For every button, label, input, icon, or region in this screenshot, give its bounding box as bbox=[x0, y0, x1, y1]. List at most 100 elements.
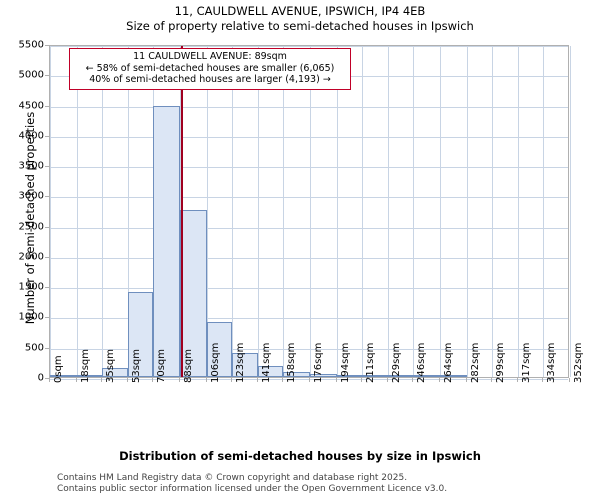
x-axis-tick-label: 264sqm bbox=[443, 342, 454, 383]
gridline-horizontal bbox=[50, 106, 568, 108]
x-axis-tick-label: 18sqm bbox=[79, 348, 91, 383]
x-axis-tick-label: 352sqm bbox=[573, 342, 584, 383]
gridline-vertical bbox=[413, 46, 415, 377]
bar bbox=[310, 373, 337, 377]
annotation-line-3: 40% of semi-detached houses are larger (… bbox=[89, 74, 331, 85]
gridline-vertical bbox=[361, 46, 363, 377]
gridline-vertical bbox=[466, 46, 468, 377]
x-axis-tick-mark bbox=[439, 378, 440, 382]
gridline-vertical bbox=[283, 46, 285, 377]
x-axis-tick-label: 70sqm bbox=[156, 348, 168, 383]
bar bbox=[388, 375, 414, 377]
y-axis-tick-label: 2000 bbox=[18, 251, 44, 263]
gridline-horizontal bbox=[50, 167, 568, 169]
gridline-vertical bbox=[310, 46, 311, 377]
y-axis-tick-label: 4000 bbox=[18, 130, 44, 142]
x-axis-tick-label: 141sqm bbox=[261, 342, 273, 383]
bar bbox=[76, 375, 102, 377]
gridline-horizontal bbox=[50, 257, 568, 259]
gridline-vertical bbox=[491, 46, 493, 377]
bar bbox=[180, 209, 207, 377]
y-axis-tick-mark bbox=[45, 256, 49, 258]
y-axis-tick-mark bbox=[45, 45, 49, 46]
gridline-vertical bbox=[388, 46, 390, 377]
gridline-horizontal bbox=[50, 227, 568, 229]
x-axis-tick-label: 211sqm bbox=[364, 342, 376, 383]
x-axis-tick-label: 317sqm bbox=[521, 342, 533, 383]
chart-title: 11, CAULDWELL AVENUE, IPSWICH, IP4 4EB bbox=[174, 4, 426, 18]
x-axis-tick-mark bbox=[387, 378, 389, 382]
gridline-vertical bbox=[101, 46, 103, 377]
gridline-horizontal bbox=[50, 348, 568, 350]
x-axis-tick-label: 246sqm bbox=[416, 342, 428, 383]
x-axis-title: Distribution of semi-detached houses by … bbox=[119, 449, 481, 463]
x-axis-tick-label: 0sqm bbox=[53, 355, 64, 383]
gridline-vertical bbox=[570, 46, 571, 377]
bar bbox=[283, 371, 310, 377]
bar bbox=[361, 375, 389, 377]
footer-line-2: Contains public sector information licen… bbox=[57, 484, 448, 494]
y-axis-tick-label: 1000 bbox=[18, 311, 44, 323]
gridline-horizontal bbox=[50, 197, 568, 199]
x-axis-tick-label: 176sqm bbox=[313, 342, 324, 383]
x-axis-tick-label: 158sqm bbox=[286, 342, 298, 383]
gridline-vertical bbox=[76, 46, 78, 377]
y-axis-tick-label: 2500 bbox=[18, 221, 44, 233]
x-axis-tick-mark bbox=[465, 378, 467, 382]
plot-area bbox=[49, 45, 571, 380]
bar bbox=[50, 375, 77, 377]
x-axis-tick-mark bbox=[127, 378, 129, 382]
x-axis-tick-mark bbox=[542, 378, 544, 382]
y-axis-tick-mark bbox=[45, 105, 49, 107]
y-axis-tick-label: 5000 bbox=[18, 69, 44, 81]
y-axis-tick-mark bbox=[45, 287, 49, 289]
annotation-line-1: 11 CAULDWELL AVENUE: 89sqm bbox=[133, 51, 287, 62]
x-axis-tick-mark bbox=[75, 378, 77, 382]
y-axis-tick-mark bbox=[45, 196, 49, 198]
x-axis-tick-mark bbox=[230, 378, 232, 382]
y-axis-tick-label: 0 bbox=[37, 372, 44, 384]
x-axis-tick-mark bbox=[257, 378, 259, 382]
x-axis-tick-label: 88sqm bbox=[183, 348, 194, 383]
y-axis-tick-label: 3500 bbox=[18, 160, 44, 172]
x-axis-tick-mark bbox=[490, 378, 492, 382]
x-axis-tick-label: 106sqm bbox=[209, 342, 221, 383]
gridline-vertical bbox=[258, 46, 260, 377]
y-axis-tick-label: 4500 bbox=[18, 100, 44, 112]
y-axis-tick-label: 3000 bbox=[18, 190, 44, 202]
gridline-horizontal bbox=[50, 288, 568, 290]
chart-subtitle: Size of property relative to semi-detach… bbox=[126, 19, 474, 33]
y-axis-tick-mark bbox=[45, 378, 49, 379]
x-axis-tick-mark bbox=[49, 378, 50, 382]
x-axis-tick-mark bbox=[569, 378, 570, 382]
annotation-line-2: ← 58% of semi-detached houses are smalle… bbox=[85, 62, 335, 74]
bar bbox=[101, 367, 129, 377]
gridline-vertical bbox=[50, 46, 51, 377]
bar-series bbox=[50, 46, 568, 377]
gridline-vertical bbox=[440, 46, 441, 377]
y-axis-tick-mark bbox=[45, 135, 49, 137]
x-axis-tick-label: 194sqm bbox=[339, 342, 351, 383]
footer-line-1: Contains HM Land Registry data © Crown c… bbox=[57, 473, 408, 483]
x-axis-tick-mark bbox=[412, 378, 414, 382]
bar bbox=[336, 375, 362, 377]
y-axis-tick-mark bbox=[45, 347, 49, 349]
gridline-vertical bbox=[543, 46, 545, 377]
x-axis-tick-mark bbox=[282, 378, 284, 382]
x-axis-tick-label: 53sqm bbox=[131, 348, 143, 383]
x-axis-tick-label: 229sqm bbox=[391, 342, 403, 383]
y-axis-tick-mark bbox=[45, 75, 49, 77]
bar bbox=[258, 366, 284, 377]
x-axis-tick-mark bbox=[309, 378, 310, 382]
gridline-horizontal bbox=[50, 136, 568, 138]
gridline-vertical bbox=[206, 46, 208, 377]
gridline-vertical bbox=[128, 46, 130, 377]
y-axis-tick-label: 500 bbox=[24, 342, 44, 354]
y-axis-tick-mark bbox=[45, 226, 49, 228]
annotation-box: 11 CAULDWELL AVENUE: 89sqm ← 58% of semi… bbox=[69, 48, 351, 90]
gridline-vertical bbox=[336, 46, 338, 377]
x-axis-tick-mark bbox=[517, 378, 519, 382]
property-size-marker bbox=[181, 46, 184, 377]
x-axis-tick-mark bbox=[360, 378, 362, 382]
